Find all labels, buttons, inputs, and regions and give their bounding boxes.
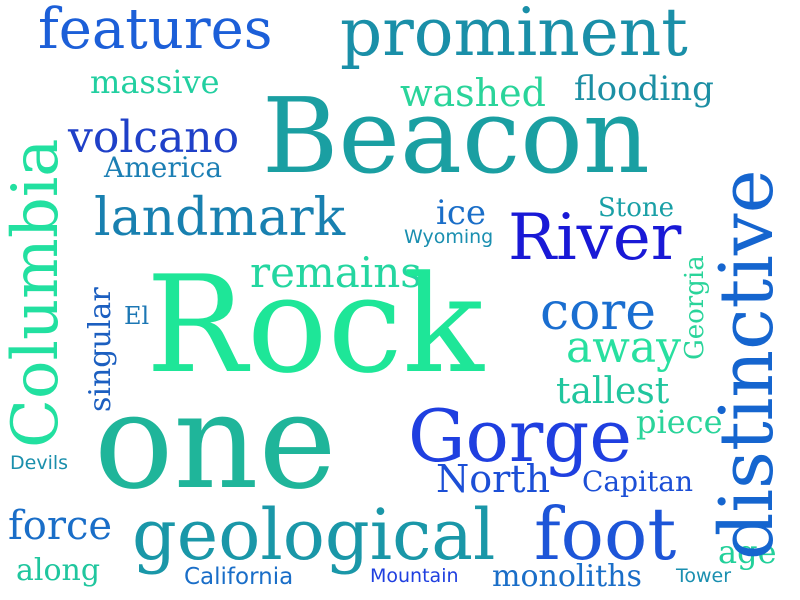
word-foot: foot (534, 492, 677, 576)
word-one: one (94, 365, 337, 519)
word-core: core (540, 282, 657, 342)
word-force: force (8, 503, 113, 549)
word-monoliths: monoliths (492, 559, 642, 594)
word-river: River (508, 201, 682, 275)
word-washed: washed (400, 71, 546, 115)
word-flooding: flooding (574, 69, 714, 109)
word-prominent: prominent (340, 0, 688, 71)
word-capitan: Capitan (582, 465, 693, 498)
word-america: America (104, 151, 223, 184)
word-mountain: Mountain (370, 565, 459, 587)
word-north: North (436, 457, 551, 501)
word-california: California (184, 564, 294, 590)
word-el: El (124, 302, 150, 330)
word-wyoming: Wyoming (404, 226, 494, 248)
word-gorge: Gorge (408, 394, 632, 478)
word-singular: singular (83, 287, 118, 412)
word-stone: Stone (598, 193, 675, 223)
word-distinctive: distinctive (704, 169, 790, 560)
word-piece: piece (636, 403, 723, 441)
word-geological: geological (132, 494, 496, 576)
word-georgia: Georgia (680, 255, 710, 360)
word-columbia: Columbia (0, 138, 73, 448)
word-tallest: tallest (556, 371, 670, 412)
word-age: age (718, 533, 777, 571)
word-features: features (38, 0, 273, 62)
word-tower: Tower (676, 565, 732, 587)
word-remains: remains (250, 248, 422, 297)
word-massive: massive (90, 63, 220, 101)
word-volcano: volcano (68, 112, 240, 163)
word-along: along (16, 553, 101, 588)
word-landmark: landmark (94, 188, 346, 248)
word-rock: Rock (146, 247, 484, 403)
word-devils: Devils (10, 452, 69, 474)
word-beacon: Beacon (262, 75, 650, 197)
word-away: away (566, 322, 681, 373)
word-ice: ice (436, 193, 487, 233)
